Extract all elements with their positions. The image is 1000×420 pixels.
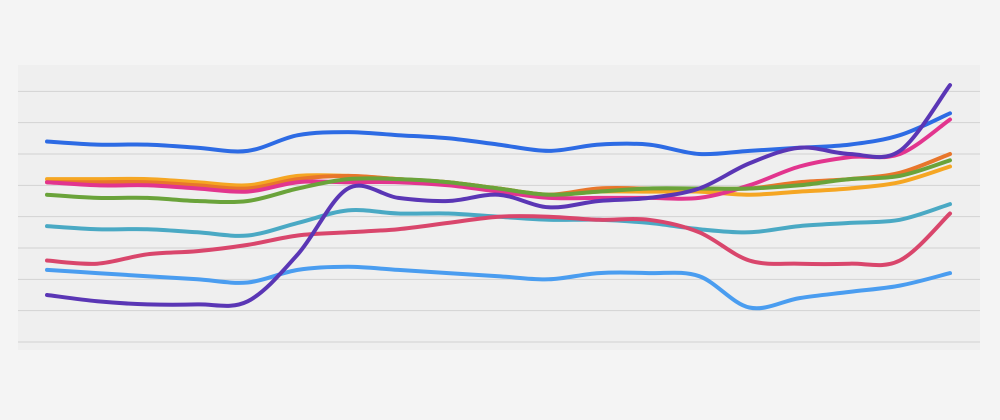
plot-background [18,65,980,350]
series-line-4 [45,117,952,201]
series-line-5 [45,158,952,205]
series-group [45,83,952,311]
series-line-8 [45,264,952,311]
series-line-7 [45,211,952,268]
series-line-9 [45,83,952,308]
